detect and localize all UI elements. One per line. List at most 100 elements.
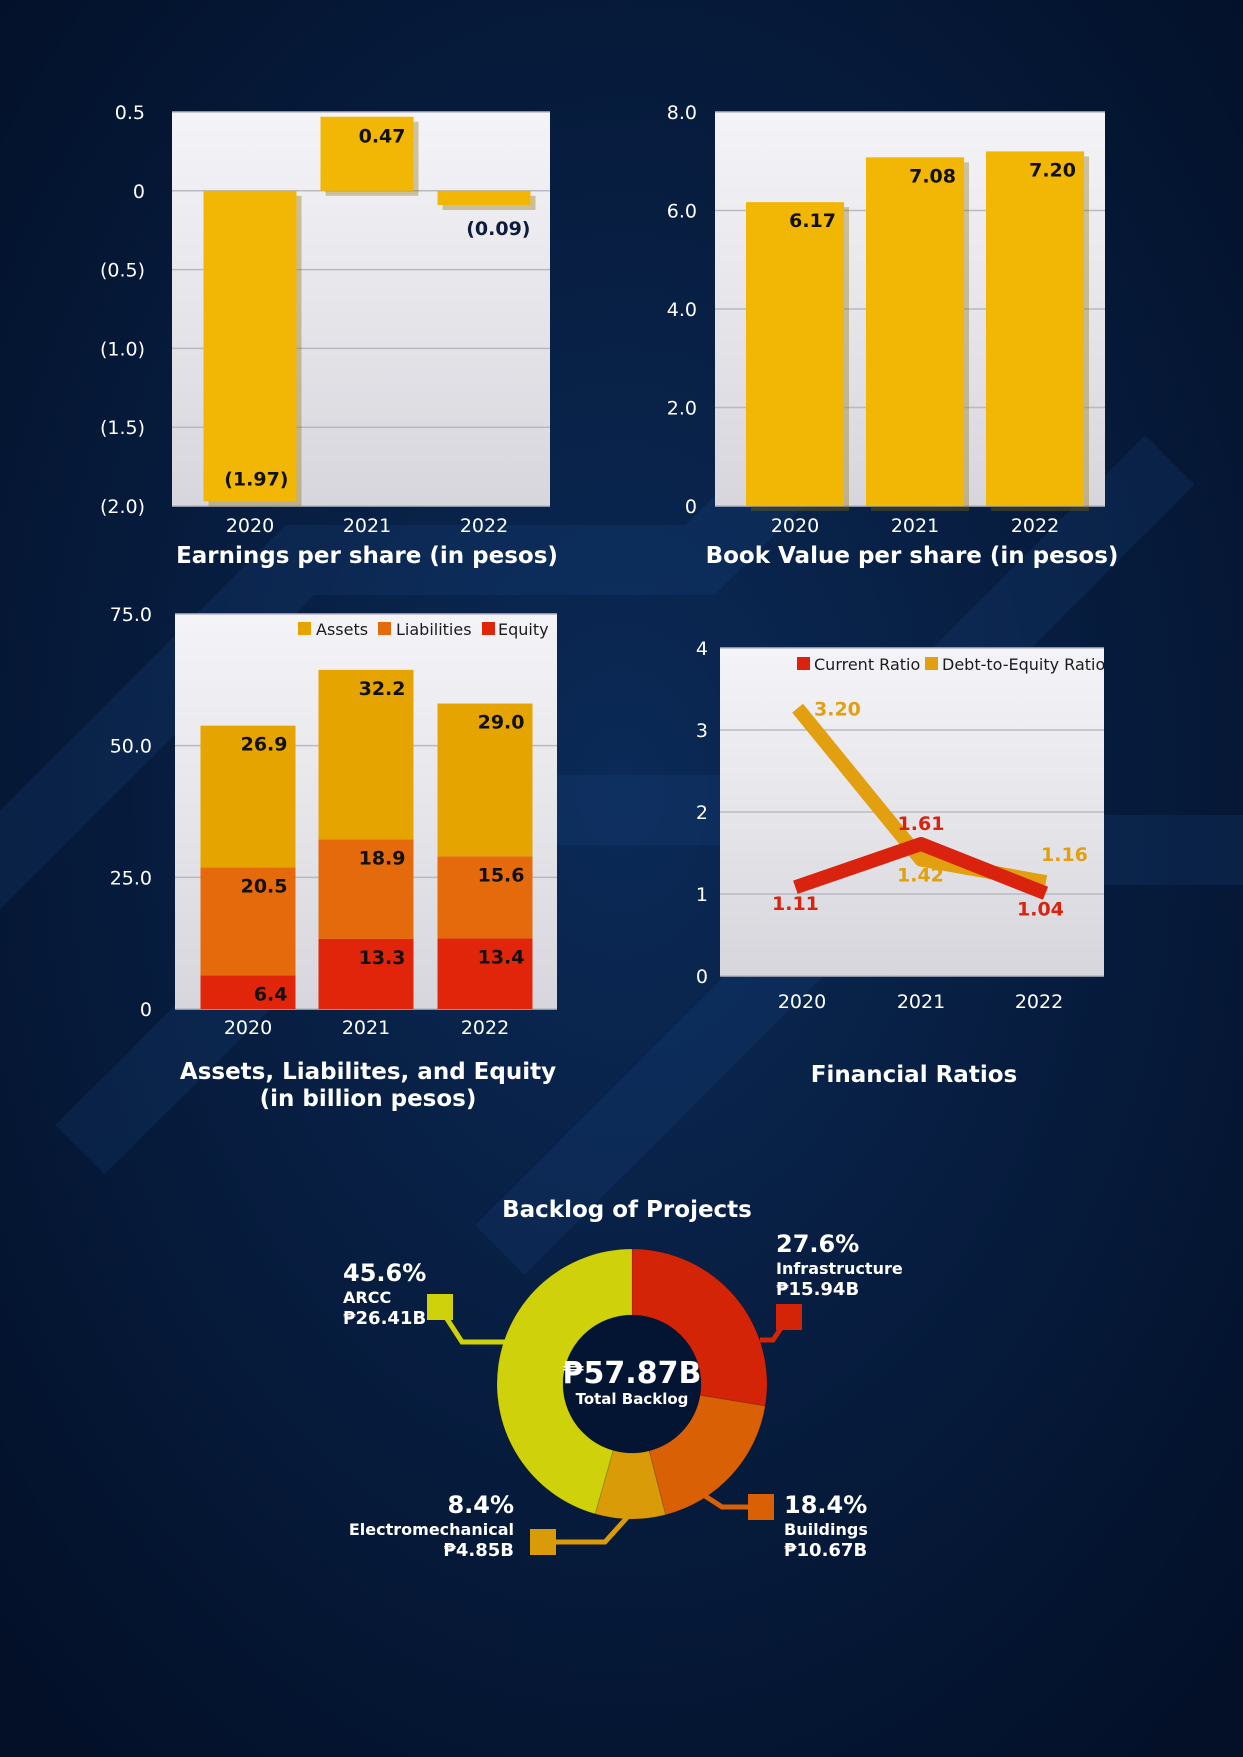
bvps-y-tick-label: 8.0 <box>667 102 697 124</box>
ale-bar-liabilities <box>318 839 414 939</box>
legend-swatch-assets <box>298 622 311 635</box>
ale-y-tick-label: 50.0 <box>110 736 152 758</box>
eps-y-axis: 0.5 0 (0.5) (1.0) (1.5) (2.0) <box>100 102 145 518</box>
ale-data-label-equity: 13.4 <box>478 946 525 968</box>
ale-bar-liabilities <box>200 867 296 976</box>
ratios-lines <box>792 703 1049 900</box>
ale-data-label-assets: 26.9 <box>241 734 288 756</box>
ale-data-label-equity: 13.3 <box>359 947 406 969</box>
bvps-data-label: 6.17 <box>789 210 836 232</box>
bvps-bar <box>746 202 844 506</box>
ratios-y-tick-label: 3 <box>696 720 708 742</box>
bvps-bar <box>866 157 964 506</box>
arcc-percent: 45.6% <box>343 1259 426 1287</box>
eps-bar <box>320 116 414 191</box>
backlog-title: Backlog of Projects <box>502 1197 752 1223</box>
eps-y-tick-label: (1.0) <box>100 338 145 360</box>
callout-marker-electromechanical <box>530 1529 556 1555</box>
legend-label-equity: Equity <box>498 620 549 639</box>
ratios-data-label-de-ratio: 1.16 <box>1041 844 1088 866</box>
ale-bar-assets <box>318 669 414 840</box>
donut-hole <box>563 1315 701 1453</box>
callout-marker-buildings <box>748 1494 774 1520</box>
bvps-data-label: 7.08 <box>909 165 956 187</box>
legend-swatch-equity <box>482 622 495 635</box>
electromechanical-percent: 8.4% <box>447 1491 514 1519</box>
ale-x-tick-label: 2021 <box>342 1017 390 1039</box>
bvps-title: Book Value per share (in pesos) <box>706 543 1119 569</box>
ratios-data-label-current-ratio: 1.61 <box>898 813 945 835</box>
eps-title: Earnings per share (in pesos) <box>176 543 558 569</box>
ale-title-line-1: Assets, Liabilites, and Equity <box>180 1059 556 1085</box>
bvps-data-labels: 6.17 7.08 7.20 <box>789 159 1076 232</box>
eps-y-tick-label: 0 <box>133 181 145 203</box>
eps-bars <box>203 116 536 507</box>
ale-y-axis: 75.0 50.0 25.0 0 <box>110 604 152 1021</box>
ratios-x-tick-label: 2021 <box>897 991 945 1013</box>
callout-marker-arcc <box>427 1294 453 1320</box>
ale-data-label-assets: 29.0 <box>478 712 525 734</box>
callout-connector-buildings <box>700 1491 752 1510</box>
infrastructure-amount: ₱15.94B <box>776 1279 859 1300</box>
bvps-y-axis: 8.0 6.0 4.0 2.0 0 <box>667 102 697 518</box>
ale-data-label-liabilities: 20.5 <box>241 875 288 897</box>
bvps-y-tick-label: 6.0 <box>667 201 697 223</box>
electromechanical-amount: ₱4.85B <box>443 1540 514 1561</box>
ratios-y-tick-label: 4 <box>696 638 708 660</box>
ratios-y-tick-label: 0 <box>696 966 708 988</box>
ale-bar-liabilities <box>437 856 533 939</box>
bvps-x-tick-label: 2020 <box>771 515 819 537</box>
eps-x-tick-label: 2020 <box>226 515 274 537</box>
ratios-x-tick-label: 2022 <box>1015 991 1063 1013</box>
ale-data-labels: 6.4 20.5 26.9 13.3 18.9 32.2 13.4 15.6 29.0 <box>241 678 525 1005</box>
ratios-title: Financial Ratios <box>811 1062 1017 1088</box>
ratios-data-label-de-ratio: 3.20 <box>814 699 861 721</box>
eps-data-label: (0.09) <box>466 218 530 240</box>
backlog-slices <box>496 1248 768 1520</box>
ratios-data-label-de-ratio: 1.42 <box>897 865 944 887</box>
legend-swatch-liabilities <box>378 622 391 635</box>
eps-y-tick-label: (1.5) <box>100 417 145 439</box>
backlog-total-label: Total Backlog <box>576 1390 689 1408</box>
backlog-chart: Backlog of Projects ₱57.87B Total Backlo… <box>343 1197 903 1561</box>
ale-bar-equity <box>318 938 414 1009</box>
bvps-x-tick-label: 2022 <box>1011 515 1059 537</box>
ale-data-label-liabilities: 18.9 <box>359 847 406 869</box>
bvps-data-label: 7.20 <box>1029 159 1076 181</box>
eps-data-label: 0.47 <box>359 126 406 148</box>
ale-bar-assets <box>200 725 296 868</box>
callout-marker-infrastructure <box>776 1304 802 1330</box>
infrastructure-name: Infrastructure <box>776 1259 903 1278</box>
bvps-chart: 8.06.04.02.00 6.177.08 7.20 2020 2021 2022 … <box>667 102 1119 569</box>
buildings-name: Buildings <box>784 1520 868 1539</box>
bvps-bar <box>986 151 1084 506</box>
legend-label-assets: Assets <box>316 620 368 639</box>
eps-bar <box>203 190 297 502</box>
ale-y-tick-label: 75.0 <box>110 604 152 626</box>
ale-y-tick-label: 0 <box>140 999 152 1021</box>
ratios-x-tick-label: 2020 <box>778 991 826 1013</box>
legend-label-de-ratio: Debt-to-Equity Ratio <box>942 655 1105 674</box>
arcc-amount: ₱26.41B <box>343 1308 426 1329</box>
eps-chart: 0.5 0 (0.5) (1.0) (1.5) (2.0) (1.97) 0.47 (0.09… <box>100 102 558 569</box>
ratios-y-tick-label: 2 <box>696 802 708 824</box>
ale-x-tick-label: 2020 <box>224 1017 272 1039</box>
buildings-percent: 18.4% <box>784 1491 867 1519</box>
ratios-y-axis: 4 3 2 1 0 <box>696 638 708 988</box>
ale-x-axis: 2020 2021 2022 <box>224 1017 509 1039</box>
ale-legend: Assets Liabilities Equity <box>298 620 549 639</box>
eps-x-tick-label: 2022 <box>460 515 508 537</box>
ale-data-label-equity: 6.4 <box>254 983 288 1005</box>
ratios-data-label-current-ratio: 1.11 <box>772 893 819 915</box>
bvps-y-tick-label: 0 <box>685 496 697 518</box>
ale-data-label-assets: 32.2 <box>359 678 406 700</box>
ratios-data-label-current-ratio: 1.04 <box>1017 899 1064 921</box>
ratios-legend: Current Ratio Debt-to-Equity Ratio <box>797 655 1105 674</box>
ratios-y-tick-label: 1 <box>696 884 708 906</box>
ratios-data-labels: 1.11 1.61 1.04 3.20 1.42 1.16 <box>772 699 1088 921</box>
ale-bar-assets <box>437 703 533 857</box>
bvps-y-tick-label: 4.0 <box>667 299 697 321</box>
ratios-chart: 4 3 2 1 0 1.11 1.61 1.04 3.20 1.42 1.16 2020 2021 2… <box>696 638 1105 1088</box>
bvps-x-axis: 2020 2021 2022 <box>771 515 1059 537</box>
eps-x-tick-label: 2021 <box>343 515 391 537</box>
